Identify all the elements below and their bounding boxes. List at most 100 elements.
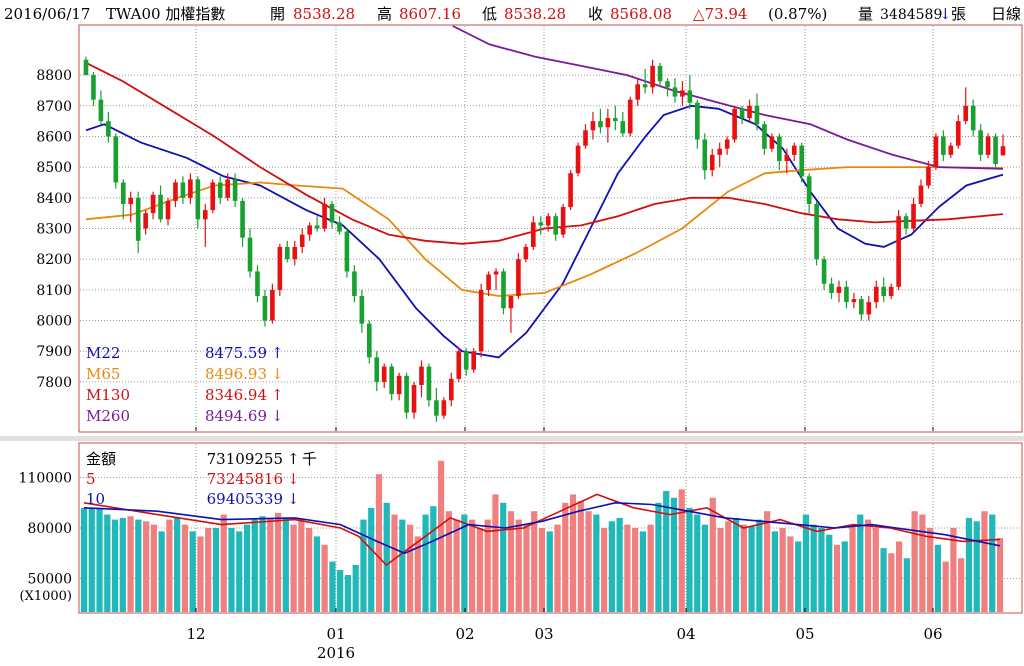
candle <box>985 133 991 158</box>
volume-bar <box>321 544 328 612</box>
candle <box>158 185 163 223</box>
volume-bar <box>523 524 530 612</box>
legend-value-m65: 8496.93 <box>205 365 267 383</box>
candle <box>791 142 797 161</box>
header-symbol: TWA00 加權指數 <box>106 5 225 23</box>
volume-bar <box>632 528 639 612</box>
candle-body <box>590 121 596 131</box>
candle <box>732 105 737 143</box>
period-tab[interactable]: 日線 <box>991 5 1021 23</box>
candle <box>344 228 350 278</box>
volume-bar <box>927 528 934 612</box>
volume-bar <box>600 528 608 612</box>
candle-body <box>754 105 760 125</box>
candle <box>657 62 663 88</box>
high-value: 8607.16 <box>399 5 461 23</box>
legend-arrow: ↑ <box>271 344 284 362</box>
candle <box>419 360 424 398</box>
volume-bar <box>274 512 282 612</box>
candle <box>739 105 745 125</box>
volume-bar <box>756 519 763 612</box>
candle-body <box>568 173 573 208</box>
close-label: 收 <box>588 5 603 23</box>
volume-bar <box>779 528 786 612</box>
candle <box>150 191 156 220</box>
volume-bar <box>958 558 965 612</box>
header-bar: 2016/06/17 TWA00 加權指數 開 8538.28 高 8607.1… <box>4 5 1021 23</box>
candle-body <box>926 167 931 186</box>
candle <box>836 280 842 303</box>
candle-body <box>307 225 312 235</box>
candle <box>911 197 916 232</box>
candle-body <box>762 124 767 149</box>
volume-bar <box>569 494 577 612</box>
candle <box>352 265 357 303</box>
candle-body <box>613 118 618 122</box>
candle <box>381 363 387 389</box>
candle <box>613 105 618 131</box>
candle-body <box>583 130 588 146</box>
candle-body <box>709 154 715 171</box>
volume-legend-arrow: ↑ <box>287 450 300 468</box>
candle-body <box>120 182 126 204</box>
candle <box>784 148 790 174</box>
volume-legend-arrow: ↓ <box>287 470 300 488</box>
candle <box>598 108 603 134</box>
price-tick-label: 7900 <box>36 344 72 360</box>
panel-separator[interactable] <box>0 436 1024 441</box>
volume-bar <box>476 528 484 612</box>
candle-body <box>866 302 872 315</box>
price-legend: M22 8475.59 ↑M65 8496.93 ↓M130 8346.94 ↑M260 84… <box>86 344 284 425</box>
candle-body <box>851 299 857 303</box>
candle-body <box>560 207 566 235</box>
change-percent: (0.87%) <box>768 5 827 23</box>
volume-bar <box>469 519 476 612</box>
candle-body <box>732 108 737 140</box>
volume-bar <box>197 536 204 612</box>
candle <box>128 191 134 223</box>
volume-bar <box>919 514 926 612</box>
volume-bar <box>142 521 150 612</box>
candle <box>359 289 365 333</box>
volume-bar <box>205 528 212 612</box>
volume-bar <box>616 517 623 612</box>
price-tick-label: 8000 <box>36 314 72 330</box>
volume-bar <box>220 514 227 612</box>
candle <box>106 111 111 143</box>
volume-bar <box>950 528 957 612</box>
volume-bar <box>344 575 352 612</box>
candle-body <box>456 351 462 379</box>
candle <box>277 243 283 296</box>
candle-body <box>821 259 827 284</box>
candle <box>575 142 581 177</box>
price-tick-label: 8300 <box>36 222 72 238</box>
volume-bar <box>538 528 546 612</box>
volume-bar <box>888 553 895 612</box>
candle-body <box>896 216 901 287</box>
candle <box>143 210 148 235</box>
volume-bar <box>135 519 142 612</box>
candle-body <box>784 154 790 161</box>
candle-body <box>337 222 342 232</box>
candle-body <box>299 234 305 247</box>
volume-bar <box>228 528 235 612</box>
volume-y-axis: 110000 80000 50000 (X1000) <box>19 471 72 604</box>
volume-bar <box>864 519 872 612</box>
volume-bar <box>872 528 879 612</box>
legend-value-m130: 8346.94 <box>205 386 267 404</box>
volume-bar <box>368 507 375 612</box>
volume-bar <box>546 531 553 612</box>
volume-bar <box>857 514 864 612</box>
candle-body <box>262 296 268 321</box>
candle-body <box>516 259 521 296</box>
candle <box>896 210 901 290</box>
candle <box>389 363 394 401</box>
volume-bar <box>430 506 437 612</box>
candle-body <box>173 182 178 201</box>
candle-body <box>970 105 976 131</box>
candle-body <box>143 213 148 229</box>
candle <box>396 372 402 401</box>
candle-body <box>419 366 424 385</box>
candle-body <box>389 366 394 395</box>
